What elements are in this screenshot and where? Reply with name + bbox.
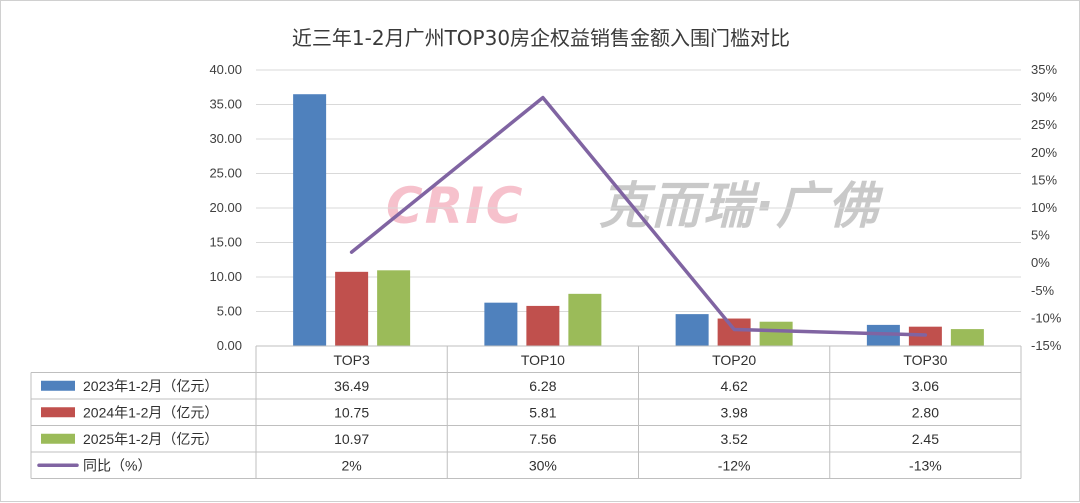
table-value: 3.06	[912, 378, 939, 394]
y-right-tick-label: -10%	[1031, 310, 1062, 325]
bar-TOP10-2	[526, 305, 560, 346]
legend-series-name: 2025年1-2月（亿元）	[83, 431, 218, 447]
table-value: 10.97	[334, 431, 369, 447]
table-value: -12%	[718, 457, 751, 473]
x-category-label: TOP3	[333, 352, 370, 368]
bar-TOP20-2	[717, 318, 751, 346]
y-right-tick-label: -5%	[1031, 283, 1055, 298]
table-value: 30%	[529, 457, 557, 473]
bar-TOP10-3	[568, 293, 602, 346]
table-value: 6.28	[529, 378, 556, 394]
y-left-tick-label: 20.00	[209, 200, 242, 215]
data-table: TOP3 TOP10 TOP20 TOP30 2023年1-2月（亿元） 36.49 6.2…	[30, 345, 1022, 479]
table-value: 10.75	[334, 404, 369, 420]
table-value: 5.81	[529, 404, 556, 420]
x-category-label: TOP30	[903, 352, 947, 368]
bar-TOP20-3	[759, 321, 793, 346]
cric-watermark: CRIC 克而瑞·广佛	[386, 177, 884, 235]
y-right-tick-label: 35%	[1031, 62, 1057, 77]
y-right-tick-label: -15%	[1031, 338, 1062, 353]
table-value: 2%	[342, 457, 362, 473]
yoy-polyline	[349, 95, 928, 337]
legend-series-name: 2023年1-2月（亿元）	[83, 378, 218, 394]
y-right-tick-label: 25%	[1031, 117, 1057, 132]
legend-series-name: 同比（%）	[83, 457, 151, 473]
legend-series-name: 2024年1-2月（亿元）	[83, 404, 218, 420]
table-value: 3.98	[721, 404, 748, 420]
y-left-tick-label: 25.00	[209, 166, 242, 181]
legend-swatch	[41, 433, 75, 444]
bar-TOP3-3	[377, 270, 411, 346]
bar-TOP3-1	[293, 94, 327, 347]
y-right-tick-label: 10%	[1031, 200, 1057, 215]
bar-TOP20-1	[675, 314, 709, 346]
x-category-label: TOP10	[521, 352, 565, 368]
y-right-tick-label: 15%	[1031, 172, 1057, 187]
bar-TOP30-3	[950, 329, 984, 346]
table-value: 36.49	[334, 378, 369, 394]
watermark-cjk: 克而瑞·广佛	[599, 177, 884, 235]
x-category-label: TOP20	[712, 352, 756, 368]
bars	[293, 94, 984, 347]
table-value: 2.80	[912, 404, 939, 420]
table-value: 4.62	[721, 378, 748, 394]
legend-swatch	[41, 407, 75, 418]
chart-title: 近三年1-2月广州TOP30房企权益销售金额入围门槛对比	[292, 26, 790, 50]
table-value: -13%	[909, 457, 942, 473]
y-right-tick-label: 0%	[1031, 255, 1050, 270]
y-left-tick-label: 5.00	[217, 304, 242, 319]
legend-swatch	[41, 380, 75, 391]
y-left-tick-label: 10.00	[209, 269, 242, 284]
y-axis-left: 0.00 5.00 10.00 15.00 20.00 25.00 30.00 35.00 40…	[209, 62, 242, 353]
y-right-tick-label: 5%	[1031, 228, 1050, 243]
table-value: 3.52	[721, 431, 748, 447]
y-left-tick-label: 35.00	[209, 97, 242, 112]
y-left-tick-label: 15.00	[209, 235, 242, 250]
bar-TOP3-2	[335, 271, 369, 346]
yoy-line	[349, 95, 928, 337]
table-value: 7.56	[529, 431, 556, 447]
table-value: 2.45	[912, 431, 939, 447]
y-right-tick-label: 20%	[1031, 145, 1057, 160]
y-left-tick-label: 0.00	[217, 338, 242, 353]
bar-TOP10-1	[484, 302, 518, 346]
y-left-tick-label: 40.00	[209, 62, 242, 77]
y-left-tick-label: 30.00	[209, 131, 242, 146]
y-right-tick-label: 30%	[1031, 90, 1057, 105]
y-axis-right: -15% -10% -5% 0% 5% 10% 15% 20% 25% 30% 35%	[1031, 62, 1062, 353]
